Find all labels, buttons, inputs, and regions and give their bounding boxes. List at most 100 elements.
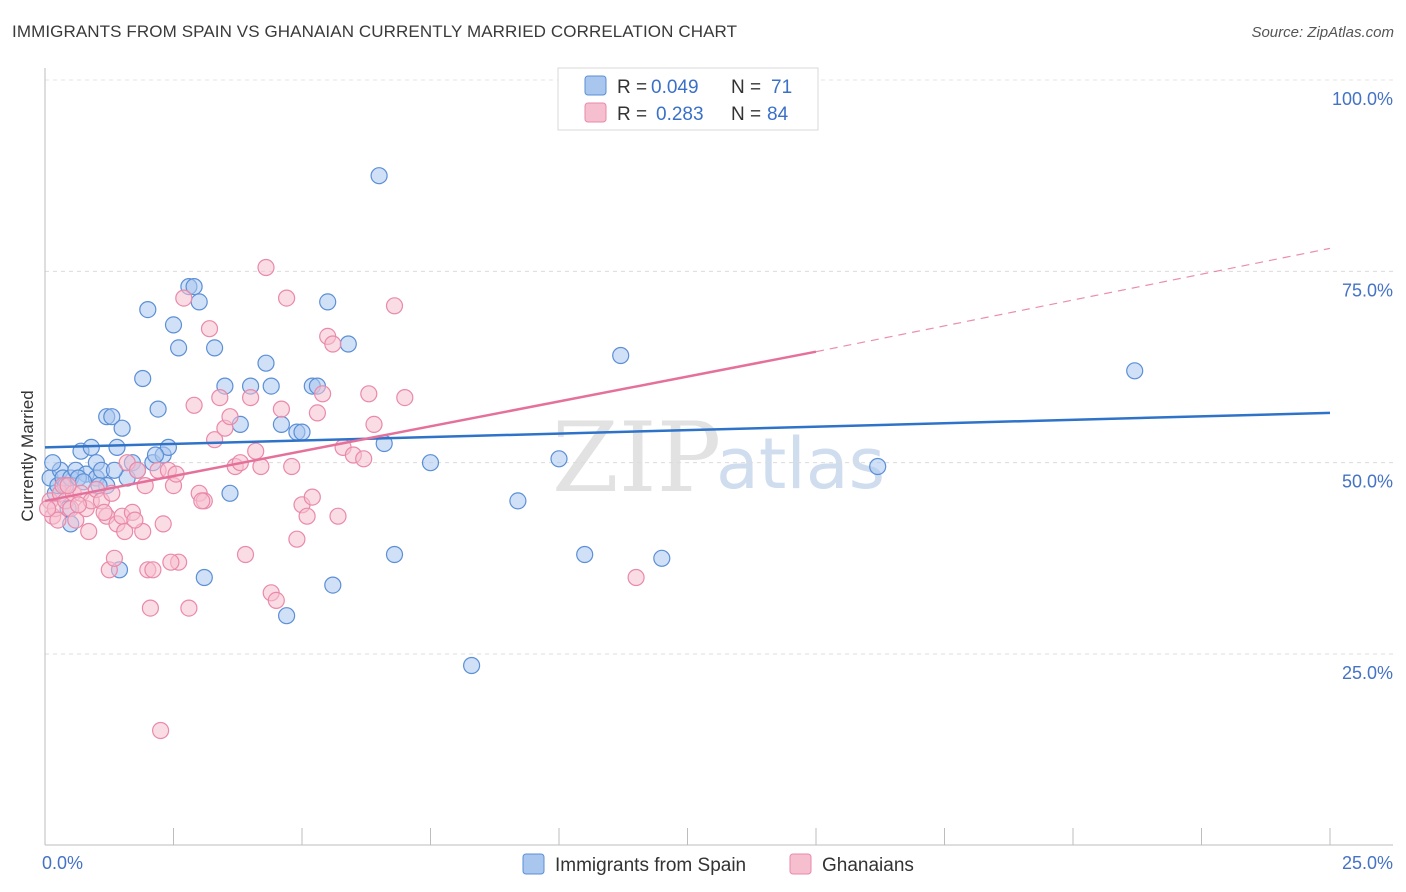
legend-n-value-ghanaians: 84 (767, 104, 789, 125)
ghanaians-point-69 (396, 389, 414, 407)
y-tick-label-75: 75.0% (1342, 280, 1393, 300)
spain-point-18 (108, 438, 126, 456)
bottom-legend-swatch-spain (522, 853, 545, 875)
spain-point-53 (421, 454, 440, 472)
legend-r-value-ghanaians: 0.283 (656, 104, 704, 125)
spain-point-24 (139, 301, 157, 319)
ghanaians-point-77 (116, 522, 134, 541)
ghanaians-point-62 (329, 507, 347, 525)
spain-point-44 (293, 423, 311, 441)
ghanaians-point-79 (152, 721, 170, 740)
spain-point-61 (1126, 362, 1144, 380)
ghanaians-point-73 (69, 496, 88, 514)
ghanaians-point-71 (49, 511, 67, 529)
gridlines (45, 79, 1393, 655)
ghanaians-point-52 (278, 289, 296, 307)
ghanaians-point-54 (288, 530, 306, 548)
spain-point-35 (206, 339, 224, 357)
spain-point-30 (170, 339, 188, 357)
axes (44, 68, 1393, 846)
spain-point-32 (185, 278, 203, 296)
ghanaians-point-72 (59, 477, 77, 495)
legend-n-value-spain: 71 (771, 77, 792, 98)
spain-point-70 (272, 415, 290, 433)
watermark-zip: ZIP (552, 402, 721, 514)
ghanaians-point-51 (272, 400, 290, 418)
spain-point-58 (612, 346, 630, 365)
ghanaians-point-59 (314, 385, 332, 403)
legend-n-label-ghanaians: N = (731, 104, 761, 125)
spain-point-55 (509, 492, 527, 510)
ghanaians-point-39 (211, 389, 229, 407)
ghanaians-point-53 (283, 457, 301, 476)
spain-point-57 (576, 545, 594, 564)
ghanaians-point-27 (154, 515, 172, 533)
bottom-legend: Immigrants from Spain Ghanaians (522, 853, 914, 876)
ghanaians-point-66 (360, 385, 378, 403)
spain-point-23 (134, 369, 152, 388)
source-credit: Source: ZipAtlas.com (1251, 24, 1394, 41)
ghanaians-point-21 (128, 461, 147, 479)
ghanaians-point-56 (298, 507, 316, 525)
ghanaians-point-50 (267, 591, 285, 610)
ghanaians-point-32 (175, 289, 193, 307)
spain-point-41 (262, 377, 280, 395)
chart-title: IMMIGRANTS FROM SPAIN VS GHANAIAN CURREN… (12, 22, 738, 41)
spain-point-67 (105, 461, 124, 479)
y-axis-title: Currently Married (18, 390, 37, 521)
series-ghanaians-points (38, 258, 645, 740)
spain-point-49 (339, 335, 357, 353)
ghanaians-point-80 (162, 553, 180, 571)
legend-r-label-ghanaians: R = (617, 104, 647, 125)
legend-swatch-spain (584, 75, 607, 96)
spain-point-52 (385, 545, 404, 564)
ghanaians-point-82 (38, 500, 57, 518)
ghanaians-point-74 (80, 522, 98, 541)
spain-point-60 (869, 457, 887, 476)
trend-line-spain (44, 411, 1331, 449)
bottom-legend-label-ghanaians: Ghanaians (822, 855, 914, 876)
spain-point-17 (103, 408, 121, 426)
spain-point-29 (164, 316, 183, 334)
watermark-atlas: atlas (716, 423, 885, 505)
y-tick-label-50: 50.0% (1342, 472, 1393, 492)
legend-n-label-spain: N = (731, 77, 761, 98)
legend-swatch-ghanaians (584, 102, 607, 123)
bottom-legend-swatch-ghanaians (789, 853, 812, 875)
spain-point-42 (278, 607, 296, 625)
top-legend: R = 0.049 N = 71 R = 0.283 N = 84 (557, 67, 819, 131)
legend-r-label-spain: R = (617, 77, 647, 98)
x-tick-label-min: 0.0% (42, 853, 83, 873)
legend-r-value-spain: 0.049 (651, 77, 699, 98)
spain-point-34 (195, 568, 213, 587)
y-tick-labels: 25.0% 50.0% 75.0% 100.0% (1332, 89, 1393, 683)
ghanaians-point-45 (242, 389, 260, 407)
ghanaians-point-67 (365, 415, 383, 433)
ghanaians-point-37 (200, 320, 219, 338)
ghanaians-point-75 (95, 503, 113, 522)
spain-point-68 (146, 446, 165, 464)
ghanaians-point-24 (141, 599, 159, 617)
spain-point-59 (653, 549, 671, 567)
ghanaians-point-68 (385, 297, 404, 315)
bottom-legend-label-spain: Immigrants from Spain (555, 855, 746, 876)
spain-point-40 (257, 354, 275, 372)
ghanaians-point-83 (193, 492, 211, 510)
spain-point-19 (113, 419, 131, 437)
ghanaians-point-41 (221, 408, 239, 426)
spain-point-33 (190, 293, 208, 311)
ghanaians-point-34 (185, 396, 203, 414)
spain-point-47 (319, 293, 337, 311)
spain-point-50 (370, 167, 388, 185)
ghanaians-point-48 (257, 258, 275, 277)
ghanaians-point-61 (324, 335, 342, 353)
ghanaians-point-78 (126, 511, 144, 529)
ghanaians-point-46 (247, 442, 265, 460)
spain-point-56 (550, 450, 568, 468)
ghanaians-point-44 (236, 545, 255, 564)
y-tick-label-25: 25.0% (1342, 663, 1393, 683)
spain-point-37 (221, 484, 239, 502)
ghanaians-point-70 (627, 568, 645, 587)
spain-point-62 (44, 454, 62, 472)
